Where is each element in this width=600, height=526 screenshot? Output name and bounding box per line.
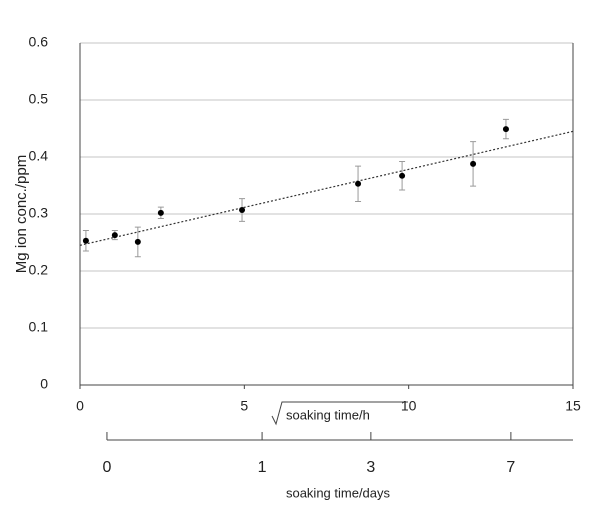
data-point (82, 237, 89, 244)
x-tick-label: 10 (401, 398, 417, 414)
y-tick-label: 0 (40, 376, 48, 392)
data-point (355, 180, 362, 187)
data-point (134, 238, 141, 245)
x-tick-label: 5 (240, 398, 248, 414)
y-tick-label: 0.1 (29, 319, 49, 335)
y-tick-label: 0.6 (29, 34, 49, 50)
y-axis-label: Mg ion conc./ppm (13, 155, 30, 273)
y-tick-label: 0.2 (29, 262, 49, 278)
radical-sign (271, 401, 408, 426)
data-point (239, 207, 246, 214)
data-point (157, 209, 164, 216)
data-point (399, 172, 406, 179)
data-point (470, 160, 477, 167)
x2-tick-label: 0 (102, 459, 111, 476)
x2-tick-label: 3 (366, 459, 375, 476)
x-tick-label: 0 (76, 398, 84, 414)
x2-axis-label: soaking time/days (286, 485, 391, 500)
x2-tick-label: 1 (258, 459, 267, 476)
x-axis-label: soaking time/h (286, 407, 370, 422)
data-point (111, 232, 118, 239)
data-point (502, 126, 509, 133)
y-tick-label: 0.4 (29, 148, 49, 164)
x2-tick-label: 7 (506, 459, 515, 476)
x-tick-label: 15 (565, 398, 581, 414)
y-tick-label: 0.3 (29, 205, 49, 221)
trend-line (79, 130, 574, 246)
y-tick-label: 0.5 (29, 91, 49, 107)
